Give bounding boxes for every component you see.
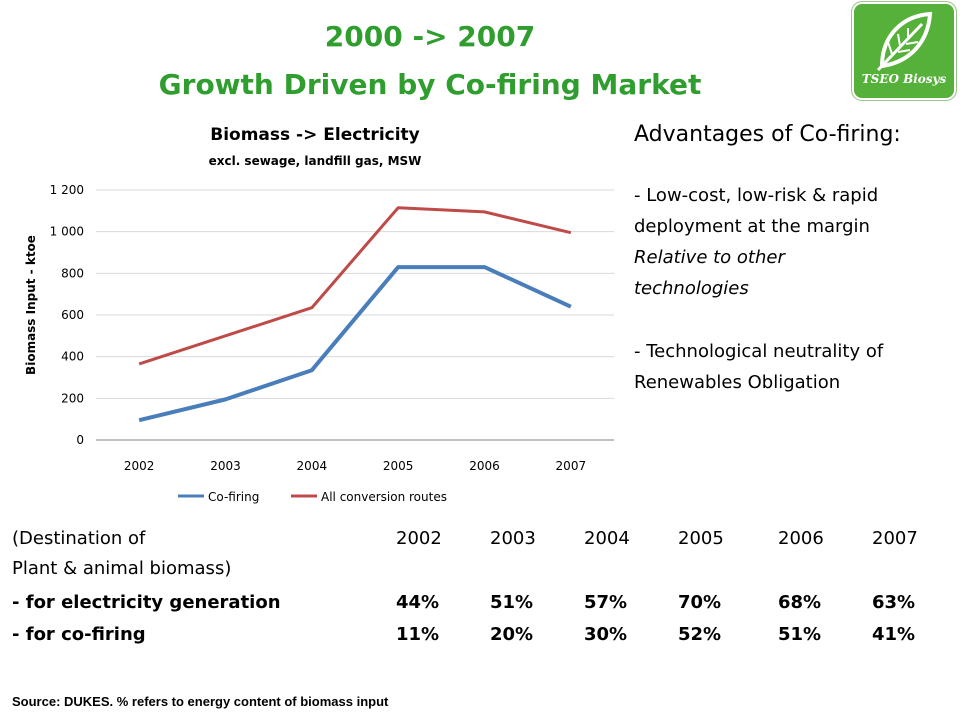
table-row: - for electricity generation 44% 51% 57%… <box>12 592 952 622</box>
chart-title: Biomass -> Electricity <box>210 125 420 145</box>
table-cell: 51% <box>778 624 822 645</box>
leaf-icon <box>876 11 933 72</box>
table-cell: 44% <box>396 592 440 613</box>
advantage-1-line-1: - Low-cost, low-risk & rapid <box>634 185 879 206</box>
y-tick-labels: 0 200 400 600 800 1 000 1 200 <box>50 183 84 447</box>
table-cell: 68% <box>778 592 822 613</box>
series-line <box>138 265 572 423</box>
x-tick-label: 2003 <box>210 459 241 473</box>
x-tick-label: 2005 <box>383 459 414 473</box>
series-lines <box>138 206 572 423</box>
x-tick-label: 2006 <box>469 459 500 473</box>
advantage-1-note-1: Relative to other <box>634 247 785 268</box>
chart-subtitle: excl. sewage, landfill gas, MSW <box>209 154 422 168</box>
advantage-1-line-2: deployment at the margin <box>634 216 870 237</box>
legend: Co-firing All conversion routes <box>178 490 447 504</box>
table-cell: 41% <box>872 624 916 645</box>
advantages-panel: Advantages of Co-firing: - Low-cost, low… <box>634 120 954 398</box>
slide-title: 2000 -> 2007 <box>324 20 536 53</box>
y-tick-label: 1 000 <box>50 225 84 239</box>
table-cell: 30% <box>584 624 628 645</box>
table-cell: 20% <box>490 624 534 645</box>
slide-subtitle: Growth Driven by Co-firing Market <box>158 68 702 101</box>
table-row: - for co-firing 11% 20% 30% 52% 51% 41% <box>12 624 952 654</box>
table-cell: 11% <box>396 624 440 645</box>
x-tick-label: 2002 <box>124 459 155 473</box>
row-label: - for co-firing <box>12 624 146 645</box>
year-header: 2002 <box>396 528 442 549</box>
advantages-heading: Advantages of Co-firing: <box>634 122 901 147</box>
legend-label: All conversion routes <box>321 490 447 504</box>
logo-text: TSEO Biosys <box>861 72 947 86</box>
row-label: - for electricity generation <box>12 592 281 613</box>
y-tick-label: 0 <box>76 433 84 447</box>
table-cell: 63% <box>872 592 916 613</box>
table-cell: 70% <box>678 592 722 613</box>
x-tick-labels: 2002 2003 2004 2005 2006 2007 <box>124 459 586 473</box>
y-axis-label: Biomass Input - ktoe <box>24 235 38 375</box>
y-tick-label: 800 <box>61 266 84 280</box>
year-header: 2006 <box>778 528 824 549</box>
logo: TSEO Biosys <box>852 2 956 100</box>
x-tick-label: 2007 <box>556 459 587 473</box>
advantage-2-line-1: - Technological neutrality of <box>634 341 884 362</box>
y-tick-label: 600 <box>61 308 84 322</box>
series-line <box>138 206 572 366</box>
year-header: 2003 <box>490 528 536 549</box>
x-tick-label: 2004 <box>297 459 328 473</box>
year-header: 2007 <box>872 528 918 549</box>
table-header-label-2: Plant & animal biomass) <box>12 558 232 579</box>
table-cell: 51% <box>490 592 534 613</box>
year-header: 2005 <box>678 528 724 549</box>
y-tick-label: 200 <box>61 391 84 405</box>
table-header-label: (Destination of <box>12 528 146 549</box>
y-tick-label: 1 200 <box>50 183 84 197</box>
advantage-2-line-2: Renewables Obligation <box>634 372 841 393</box>
line-chart: Biomass -> Electricity excl. sewage, lan… <box>24 125 614 504</box>
table-header-row-2: Plant & animal biomass) <box>12 558 952 588</box>
advantage-1-note-2: technologies <box>634 278 749 299</box>
source-note: Source: DUKES. % refers to energy conten… <box>12 694 389 709</box>
table-cell: 57% <box>584 592 628 613</box>
y-tick-label: 400 <box>61 350 84 364</box>
table-cell: 52% <box>678 624 722 645</box>
table-header-row: (Destination of 2002 2003 2004 2005 2006… <box>12 528 952 558</box>
year-header: 2004 <box>584 528 630 549</box>
gridlines <box>96 189 614 441</box>
legend-label: Co-firing <box>208 490 259 504</box>
